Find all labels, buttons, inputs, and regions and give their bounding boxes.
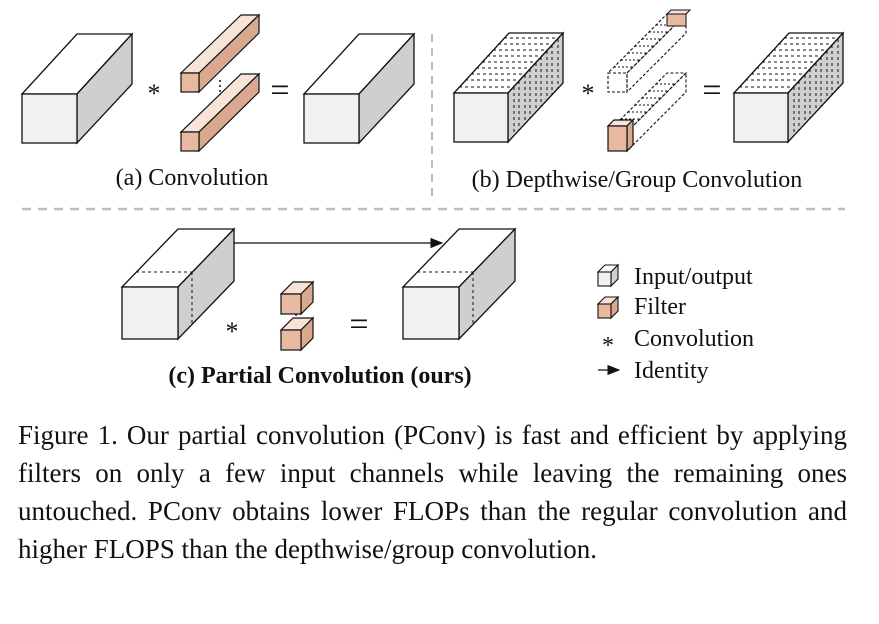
panel-b-label: (b) Depthwise/Group Convolution [472,167,803,193]
equals-sign: = [349,306,368,343]
filter-stack-lower [606,71,688,153]
filter-upper [279,280,315,316]
output-feature-map [302,32,416,145]
legend-filter-icon [596,295,620,320]
panel-c-label: (c) Partial Convolution (ours) [168,363,471,389]
output-feature-map [732,31,845,144]
legend-filter-label: Filter [634,294,686,320]
panel-a: * = (a) Convolution [20,13,416,191]
filter-stack-upper [606,9,692,94]
figure-caption: Figure 1. Our partial convolution (PConv… [18,420,847,564]
panel-c: * = (c) Partial Convolution (ours) [120,227,517,389]
convolution-operator: * [226,317,239,346]
legend-convolution-icon: * [602,333,614,359]
convolution-operator: * [148,79,161,108]
legend-input-output-label: Input/output [634,264,753,290]
legend-convolution-label: Convolution [634,326,754,352]
output-feature-map [401,227,517,341]
input-feature-map [120,227,236,341]
filter-lower [179,72,261,153]
legend-identity-label: Identity [634,358,709,384]
filter-lower [279,316,315,352]
panel-a-label: (a) Convolution [116,165,269,191]
equals-sign: = [270,72,289,109]
equals-sign: = [702,72,721,109]
panel-b: * [452,9,845,193]
legend-input-output-icon [596,263,620,288]
legend: Input/output Filter * Convolution Identi… [596,263,754,384]
input-feature-map [20,32,134,145]
filter-upper [179,13,261,94]
convolution-operator: * [582,79,595,108]
input-feature-map [452,31,565,144]
figure-diagram: * = (a) Convolution [20,9,845,389]
